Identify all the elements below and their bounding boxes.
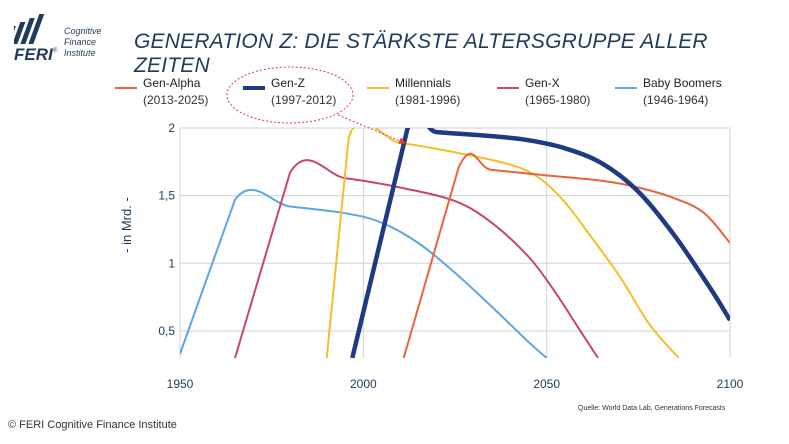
legend-name-gen-alpha: Gen-Alpha: [143, 76, 201, 90]
x-tick-label: 2050: [533, 377, 560, 391]
y-tick-label: 0,5: [158, 324, 175, 338]
logo-brand: FERI: [14, 45, 54, 64]
y-tick-label: 1,5: [158, 189, 175, 203]
legend-swatch-gen-x: [497, 87, 519, 89]
y-tick-label: 1: [168, 256, 175, 270]
logo-line-3: Institute: [64, 48, 96, 58]
series-line-gen-alpha: [402, 152, 730, 358]
gen-z-highlight-arrow: [337, 114, 406, 144]
legend-name-gen-x: Gen-X: [525, 76, 560, 90]
chart-grid: [179, 127, 731, 358]
x-tick-label: 2100: [717, 377, 744, 391]
x-tick-label: 2000: [350, 377, 377, 391]
legend-period-gen-z: (1997-2012): [271, 93, 337, 107]
gen-z-highlight-circle: [226, 66, 354, 124]
feri-logo: FERI ® Cognitive Finance Institute: [4, 12, 132, 66]
y-axis-label: - in Mrd. -: [119, 197, 134, 253]
legend-name-millennials: Millennials: [395, 76, 452, 90]
logo-registered: ®: [53, 47, 58, 54]
legend-swatch-baby-boomers: [615, 87, 637, 89]
series-line-gen-x: [234, 159, 599, 358]
legend-period-gen-x: (1965-1980): [525, 93, 591, 107]
legend-swatch-millennials: [367, 87, 389, 89]
legend-period-baby-boomers: (1946-1964): [643, 93, 709, 107]
legend-swatch-gen-alpha: [115, 87, 137, 89]
copyright-footer: © FERI Cognitive Finance Institute: [8, 419, 177, 431]
chart-legend: Gen-Alpha (2013-2025) Gen-Z (1997-2012) …: [115, 73, 785, 113]
source-note: Quelle: World Data Lab, Generations Fore…: [578, 405, 726, 412]
chart-series: [180, 128, 730, 358]
logo-bar: [12, 22, 26, 44]
series-line-gen-z: [350, 128, 730, 358]
legend-name-gen-z: Gen-Z: [271, 76, 306, 90]
logo-bar: [20, 18, 35, 44]
page-title: GENERATION Z: DIE STÄRKSTE ALTERSGRUPPE …: [134, 30, 708, 77]
chart-ticks: 0,5 1 1,5 2 1950 2000 2050 2100: [158, 121, 743, 391]
feri-logo-graphic: FERI ® Cognitive Finance Institute: [4, 14, 102, 64]
series-line-baby-boomers: [180, 188, 548, 358]
logo-line-1: Cognitive: [64, 26, 102, 36]
legend-period-gen-alpha: (2013-2025): [143, 93, 209, 107]
x-tick-label: 1950: [167, 377, 194, 391]
logo-bar: [28, 14, 45, 44]
logo-line-2: Finance: [64, 37, 96, 47]
legend-name-baby-boomers: Baby Boomers: [643, 76, 722, 90]
legend-period-millennials: (1981-1996): [395, 93, 461, 107]
legend-swatch-gen-z: [243, 86, 265, 90]
y-tick-label: 2: [168, 121, 175, 135]
